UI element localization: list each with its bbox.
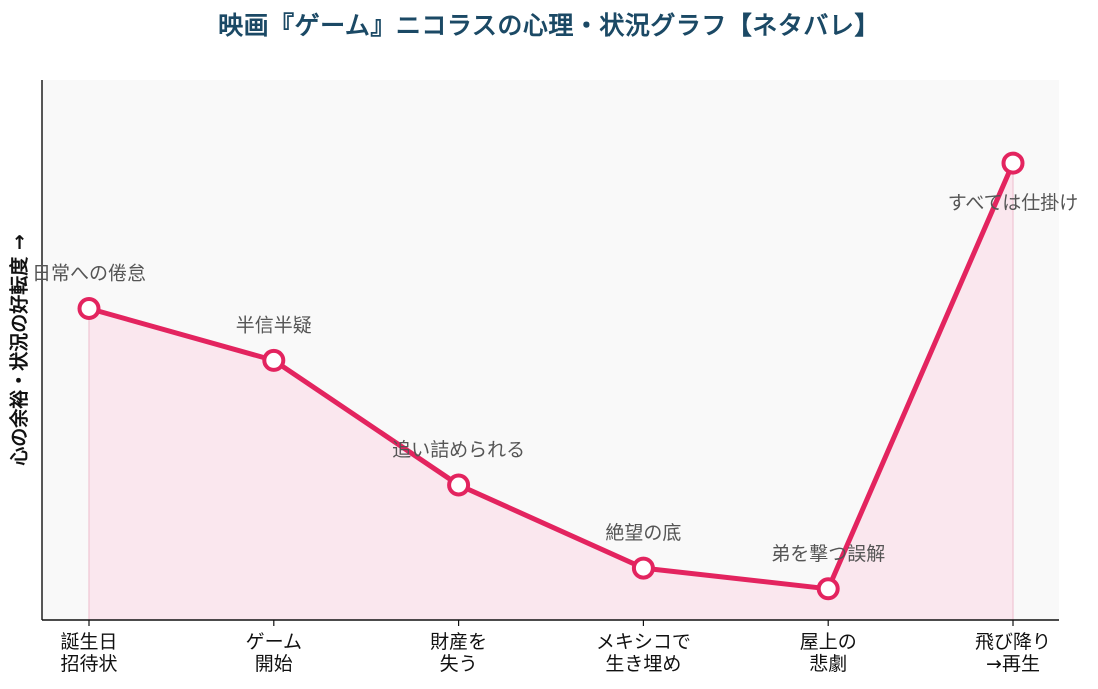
data-point-4 bbox=[631, 556, 655, 580]
x-tick-label-4: メキシコで生き埋め bbox=[596, 631, 691, 675]
annotation-2: 半信半疑 bbox=[236, 314, 312, 336]
chart-title: 映画『ゲーム』ニコラスの心理・状況グラフ【ネタバレ】 bbox=[218, 11, 880, 40]
annotation-5: 弟を撃つ誤解 bbox=[771, 543, 885, 565]
data-point-5 bbox=[816, 577, 840, 601]
data-point-6 bbox=[1001, 151, 1025, 175]
annotation-6: すべては仕掛け bbox=[948, 192, 1079, 214]
x-tick-label-5: 屋上の悲劇 bbox=[800, 631, 857, 675]
annotation-1: 日常への倦怠 bbox=[32, 263, 146, 285]
series-line bbox=[86, 160, 1016, 592]
x-tick-label-1: 誕生日招待状 bbox=[60, 631, 117, 675]
area-fill bbox=[89, 163, 1013, 620]
data-point-1 bbox=[77, 297, 101, 320]
x-tick-label-3: 財産を失う bbox=[430, 631, 487, 675]
x-tick-label-6: 飛び降り→再生 bbox=[975, 631, 1051, 675]
data-point-3 bbox=[447, 473, 471, 497]
annotation-4: 絶望の底 bbox=[605, 522, 681, 544]
x-tick-label-2: ゲーム開始 bbox=[246, 631, 302, 675]
data-point-2 bbox=[262, 348, 286, 372]
annotation-3: 追い詰められる bbox=[392, 439, 525, 461]
